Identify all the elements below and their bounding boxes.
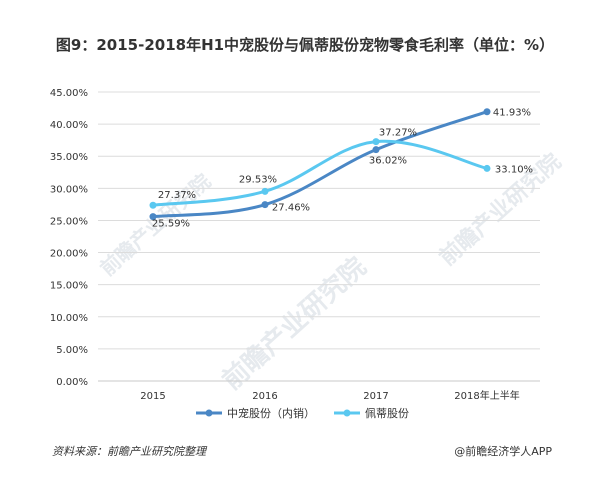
y-tick-label: 30.00% xyxy=(50,184,88,195)
data-point xyxy=(372,138,380,146)
chart-title: 图9：2015-2018年H1中宠股份与佩蒂股份宠物零食毛利率（单位：%） xyxy=(55,36,555,54)
y-tick-label: 0.00% xyxy=(56,377,88,388)
data-point xyxy=(483,108,491,116)
legend-label: 佩蒂股份 xyxy=(365,406,409,420)
series-line-1 xyxy=(151,139,489,207)
data-point xyxy=(149,201,157,209)
legend-label: 中宠股份（内销） xyxy=(227,406,315,420)
data-point xyxy=(149,213,157,221)
data-point xyxy=(483,164,491,172)
series-layer xyxy=(149,108,491,221)
y-tick-label: 20.00% xyxy=(50,249,88,260)
x-tick-label: 2018年上半年 xyxy=(454,389,519,402)
y-tick-label: 40.00% xyxy=(50,120,88,131)
legend-swatch-dot xyxy=(343,409,351,417)
data-label: 41.93% xyxy=(493,108,531,119)
legend: 中宠股份（内销） 佩蒂股份 xyxy=(196,406,409,420)
y-tick-label: 15.00% xyxy=(50,281,88,292)
x-tick-label: 2015 xyxy=(140,391,165,402)
data-label: 27.37% xyxy=(158,190,196,201)
data-point xyxy=(261,187,269,195)
y-axis-ticks: 0.00% 5.00% 10.00% 15.00% 20.00% 25.00% 30.00%… xyxy=(50,88,88,388)
data-point xyxy=(372,146,380,154)
data-label: 36.02% xyxy=(369,156,407,167)
x-tick-label: 2017 xyxy=(363,391,388,402)
data-label: 33.10% xyxy=(495,164,533,175)
y-tick-label: 10.00% xyxy=(50,313,88,324)
credit-note: @前瞻经济学人APP xyxy=(454,445,552,458)
data-label: 25.59% xyxy=(152,219,190,230)
x-axis-ticks: 2015 2016 2017 2018年上半年 xyxy=(140,389,519,402)
data-label: 27.46% xyxy=(272,203,310,214)
y-tick-label: 35.00% xyxy=(50,152,88,163)
x-tick-label: 2016 xyxy=(252,391,277,402)
data-labels: 25.59% 27.46% 36.02% 41.93% 27.37% 29.53% 37.2… xyxy=(152,108,533,230)
y-tick-label: 5.00% xyxy=(56,345,88,356)
source-note: 资料来源：前瞻产业研究院整理 xyxy=(52,445,206,458)
data-point xyxy=(261,201,269,209)
legend-swatch-dot xyxy=(205,409,213,417)
data-label: 29.53% xyxy=(239,174,277,185)
y-tick-label: 45.00% xyxy=(50,88,88,99)
data-label: 37.27% xyxy=(379,128,417,139)
y-tick-label: 25.00% xyxy=(50,216,88,227)
grid-layer xyxy=(98,91,540,382)
series-line-0 xyxy=(151,110,489,219)
watermark-layer: 前瞻产业研究院 前瞻产业研究院 前瞻产业研究院 xyxy=(95,149,566,396)
watermark-center: 前瞻产业研究院 xyxy=(216,251,372,396)
